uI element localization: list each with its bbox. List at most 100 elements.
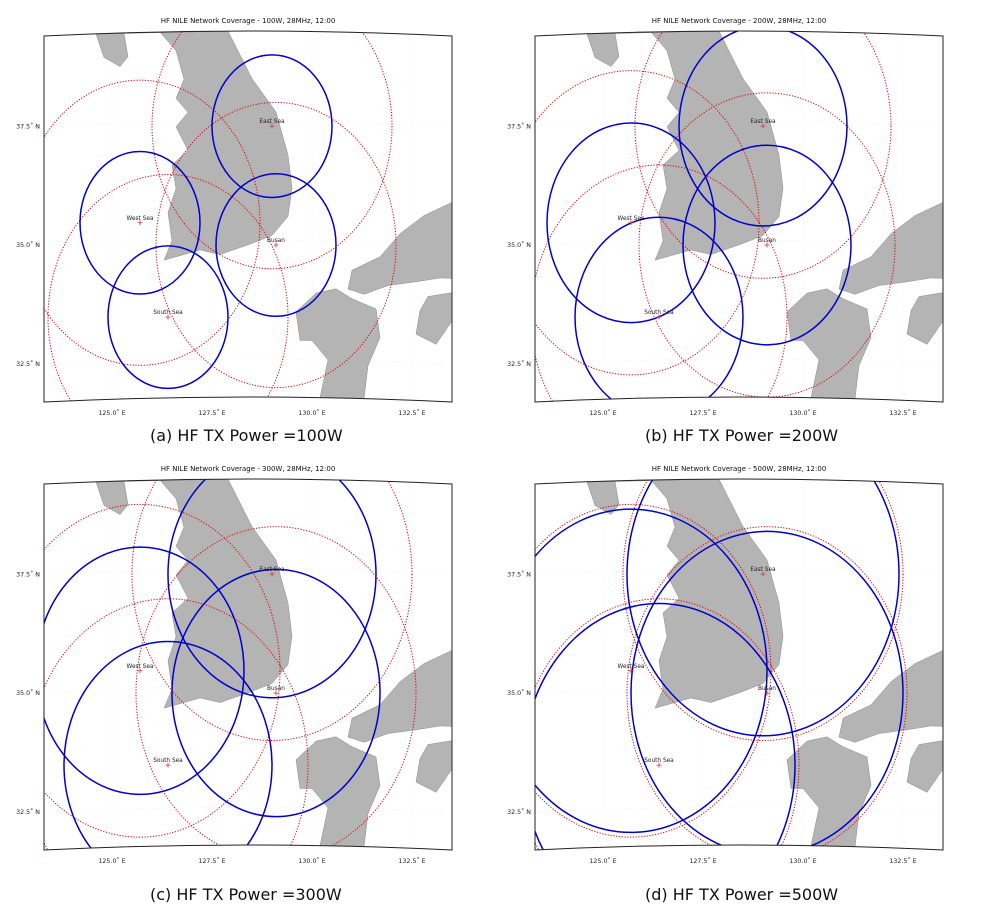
station-marker (764, 690, 770, 696)
station-marker (273, 690, 279, 696)
station-marker (764, 242, 770, 248)
red-coverage-ring (535, 503, 772, 838)
lon-tick-label: 130.0˚ E (789, 857, 816, 865)
japan-honshu-land (838, 202, 943, 295)
red-coverage-ring (634, 31, 892, 279)
station-marker (137, 668, 143, 674)
coverage-map-panel-b: HF NILE Network Coverage - 200W, 28MHz, … (507, 12, 951, 417)
japan-honshu-land (838, 650, 943, 743)
coverage-map-d: HF NILE Network Coverage - 500W, 28MHz, … (507, 465, 944, 865)
station-marker (656, 762, 662, 768)
lon-tick-label: 132.5˚ E (398, 857, 425, 865)
coverage-map-b: HF NILE Network Coverage - 200W, 28MHz, … (507, 17, 944, 417)
lat-tick-label: 32.5˚ N (16, 360, 40, 368)
map-title: HF NILE Network Coverage - 500W, 28MHz, … (652, 465, 827, 473)
blue-coverage-ring (107, 245, 229, 390)
japan-kyushu-land (786, 736, 872, 848)
grid-parallel (535, 569, 936, 575)
map-title: HF NILE Network Coverage - 100W, 28MHz, … (161, 17, 336, 25)
lon-tick-label: 132.5˚ E (889, 409, 916, 417)
coverage-map-panel-c: HF NILE Network Coverage - 300W, 28MHz, … (16, 460, 460, 865)
blue-coverage-ring (626, 479, 900, 737)
lon-tick-label: 127.5˚ E (689, 857, 716, 865)
japan-shikoku-land (906, 740, 943, 793)
station-label: South Sea (153, 758, 183, 764)
grid-parallel (44, 687, 445, 694)
red-coverage-ring (535, 164, 788, 402)
station-marker (165, 762, 171, 768)
caption-c: (c) HF TX Power =300W (150, 885, 342, 904)
blue-coverage-ring (574, 216, 744, 402)
lat-tick-label: 32.5˚ N (507, 360, 531, 368)
lon-tick-label: 127.5˚ E (689, 409, 716, 417)
coverage-map-panel-a: HF NILE Network Coverage - 100W, 28MHz, … (16, 12, 460, 417)
blue-coverage-ring (215, 172, 337, 318)
red-coverage-ring (44, 598, 309, 850)
red-coverage-ring (151, 31, 393, 270)
station-label: West Sea (618, 664, 645, 670)
station-label: South Sea (153, 310, 183, 316)
lat-tick-label: 37.5˚ N (507, 570, 531, 578)
lon-tick-label: 125.0˚ E (589, 409, 616, 417)
blue-coverage-ring (63, 640, 273, 850)
lon-tick-label: 130.0˚ E (298, 409, 325, 417)
blue-coverage-ring (630, 530, 904, 850)
station-marker (628, 668, 634, 674)
station-label: West Sea (127, 664, 154, 670)
lat-tick-label: 35.0˚ N (507, 689, 531, 697)
station-label: Busan (267, 686, 285, 692)
red-coverage-ring (638, 92, 896, 398)
lon-tick-label: 125.0˚ E (98, 409, 125, 417)
station-marker (628, 220, 634, 226)
blue-coverage-ring (211, 54, 333, 199)
blue-coverage-ring (535, 602, 796, 850)
grid-parallel (535, 121, 936, 127)
japan-honshu-land (347, 202, 452, 295)
red-coverage-ring (135, 526, 417, 850)
map-title: HF NILE Network Coverage - 200W, 28MHz, … (652, 17, 827, 25)
lat-tick-label: 37.5˚ N (16, 570, 40, 578)
grid-parallel (535, 239, 936, 246)
station-label: West Sea (618, 216, 645, 222)
caption-b: (b) HF TX Power =200W (645, 426, 839, 445)
lon-tick-label: 132.5˚ E (889, 857, 916, 865)
japan-kyushu-land (786, 288, 872, 400)
red-coverage-ring (131, 479, 413, 742)
lon-tick-label: 127.5˚ E (198, 857, 225, 865)
lon-tick-label: 130.0˚ E (789, 409, 816, 417)
station-label: South Sea (644, 758, 674, 764)
station-marker (273, 242, 279, 248)
japan-kyushu-land (295, 288, 381, 400)
lat-tick-label: 32.5˚ N (507, 808, 531, 816)
lon-tick-label: 130.0˚ E (298, 857, 325, 865)
japan-shikoku-land (415, 740, 452, 793)
coverage-map-panel-d: HF NILE Network Coverage - 500W, 28MHz, … (507, 460, 951, 865)
red-coverage-ring (622, 479, 904, 742)
grid-parallel (535, 358, 936, 365)
station-label: Busan (267, 238, 285, 244)
lat-tick-label: 37.5˚ N (507, 122, 531, 130)
station-marker (165, 314, 171, 320)
grid-parallel (44, 569, 445, 575)
station-label: Busan (758, 238, 776, 244)
grid-parallel (535, 687, 936, 694)
red-coverage-ring (626, 526, 908, 850)
station-label: East Sea (750, 567, 776, 573)
coverage-map-a: HF NILE Network Coverage - 100W, 28MHz, … (16, 17, 453, 417)
map-frame (534, 478, 944, 851)
coverage-map-c: HF NILE Network Coverage - 300W, 28MHz, … (16, 465, 453, 865)
japan-honshu-land (347, 650, 452, 743)
lon-tick-label: 127.5˚ E (198, 409, 225, 417)
map-frame (43, 30, 453, 403)
red-coverage-ring (535, 598, 800, 850)
caption-a: (a) HF TX Power =100W (150, 426, 343, 445)
blue-coverage-ring (682, 144, 852, 346)
map-title: HF NILE Network Coverage - 300W, 28MHz, … (161, 465, 336, 473)
station-label: East Sea (259, 567, 285, 573)
grid-parallel (535, 806, 936, 813)
red-coverage-ring (47, 174, 289, 402)
station-marker (656, 314, 662, 320)
japan-shikoku-land (415, 292, 452, 345)
lat-tick-label: 37.5˚ N (16, 122, 40, 130)
grid-parallel (44, 239, 445, 246)
